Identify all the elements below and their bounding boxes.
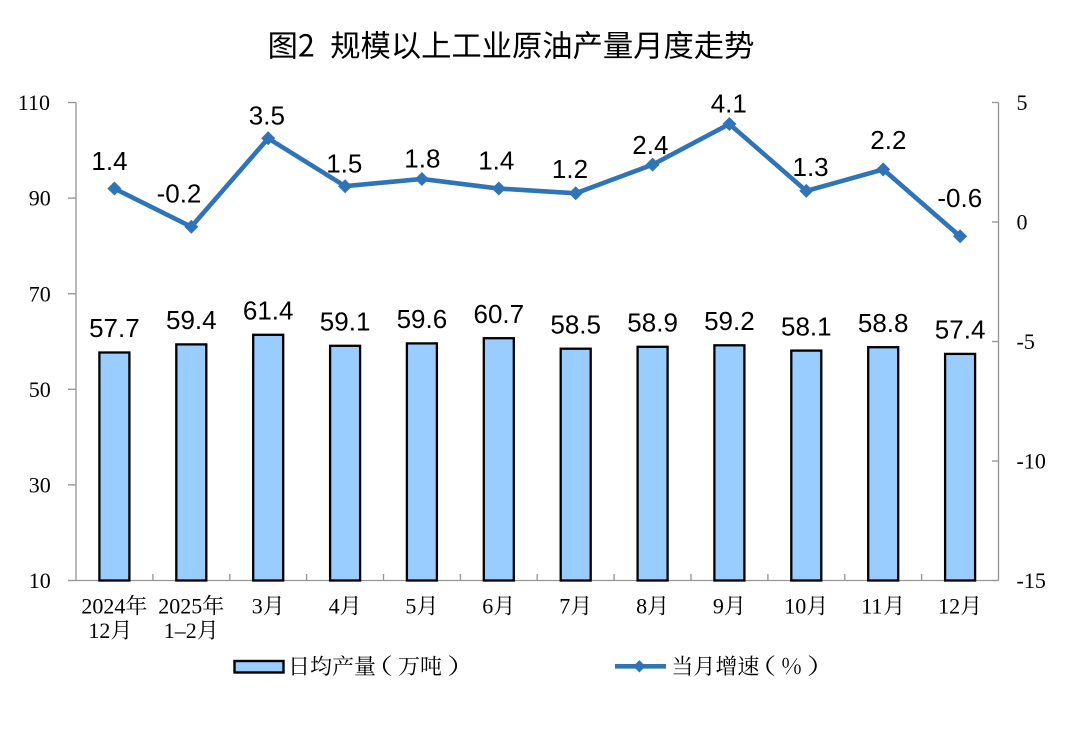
svg-text:60.7: 60.7 (474, 299, 525, 329)
svg-text:12: 12 (88, 618, 110, 643)
svg-text:1.2: 1.2 (552, 154, 588, 184)
svg-text:8: 8 (636, 594, 647, 619)
svg-text:3: 3 (252, 594, 263, 619)
svg-text:1.5: 1.5 (326, 149, 362, 179)
svg-text:1.8: 1.8 (404, 144, 440, 174)
svg-text:110: 110 (18, 90, 50, 115)
svg-text:1–2: 1–2 (164, 618, 197, 643)
svg-text:0: 0 (1017, 210, 1028, 235)
svg-text:12: 12 (938, 594, 960, 619)
svg-text:58.1: 58.1 (781, 311, 832, 341)
svg-text:59.1: 59.1 (320, 307, 371, 337)
svg-text:1.4: 1.4 (91, 146, 127, 176)
svg-text:-5: -5 (1017, 329, 1035, 354)
svg-text:58.5: 58.5 (550, 309, 601, 339)
svg-text:5: 5 (405, 594, 416, 619)
svg-text:-10: -10 (1017, 449, 1046, 474)
svg-text:30: 30 (29, 473, 51, 498)
svg-text:50: 50 (29, 377, 51, 402)
svg-text:-0.6: -0.6 (937, 183, 982, 213)
svg-text:70: 70 (29, 281, 51, 306)
svg-text:4: 4 (329, 594, 340, 619)
svg-text:10: 10 (29, 568, 51, 593)
svg-text:5: 5 (1017, 90, 1028, 115)
svg-text:61.4: 61.4 (243, 296, 294, 326)
svg-text:1.4: 1.4 (478, 145, 514, 175)
svg-text:59.2: 59.2 (704, 306, 755, 336)
svg-text:58.8: 58.8 (858, 308, 909, 338)
svg-text:59.6: 59.6 (397, 304, 448, 334)
svg-text:2.2: 2.2 (870, 125, 906, 155)
svg-text:4.1: 4.1 (711, 89, 747, 119)
svg-text:2025: 2025 (158, 594, 202, 619)
svg-text:90: 90 (29, 186, 51, 211)
svg-text:6: 6 (482, 594, 493, 619)
svg-text:59.4: 59.4 (166, 305, 217, 335)
svg-text:1.3: 1.3 (793, 152, 829, 182)
svg-text:-15: -15 (1017, 568, 1046, 593)
svg-text:10: 10 (784, 594, 806, 619)
svg-text:3.5: 3.5 (249, 101, 285, 131)
svg-text:11: 11 (861, 594, 882, 619)
svg-text:57.4: 57.4 (935, 315, 986, 345)
svg-text:57.7: 57.7 (89, 313, 140, 343)
svg-text:7: 7 (559, 594, 570, 619)
svg-text:58.9: 58.9 (627, 308, 678, 338)
svg-text:2024: 2024 (81, 594, 125, 619)
svg-text:9: 9 (713, 594, 724, 619)
svg-text:2.4: 2.4 (632, 130, 668, 160)
svg-text:-0.2: -0.2 (157, 178, 202, 208)
